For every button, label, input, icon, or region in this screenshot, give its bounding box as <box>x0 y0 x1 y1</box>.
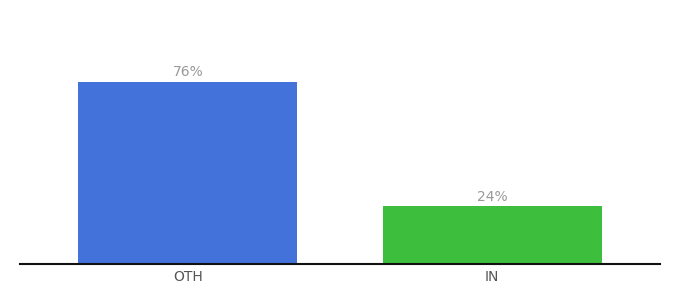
Bar <box>383 206 602 264</box>
Text: 24%: 24% <box>477 190 507 204</box>
Bar <box>78 82 297 264</box>
Text: 76%: 76% <box>173 65 203 79</box>
